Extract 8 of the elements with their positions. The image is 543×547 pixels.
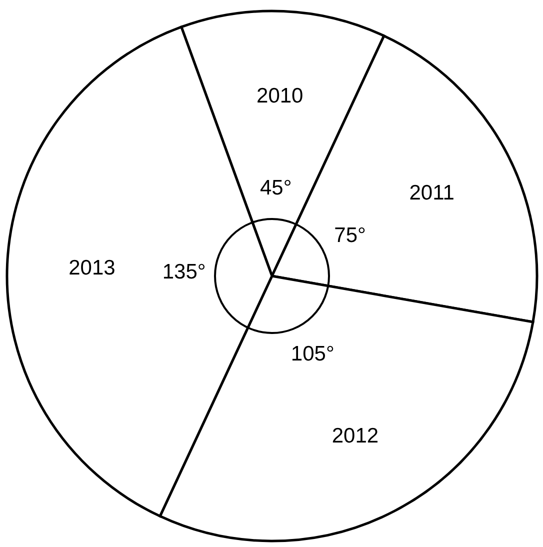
data-label: 135°	[162, 260, 206, 284]
data-label: 105°	[290, 342, 334, 366]
data-label: 75°	[334, 224, 366, 247]
slice-label: 2011	[409, 181, 454, 204]
data-label: 45°	[260, 176, 292, 200]
slice-label: 2013	[68, 256, 116, 280]
slice-label: 2012	[332, 424, 379, 448]
slice-label: 2010	[256, 84, 304, 108]
